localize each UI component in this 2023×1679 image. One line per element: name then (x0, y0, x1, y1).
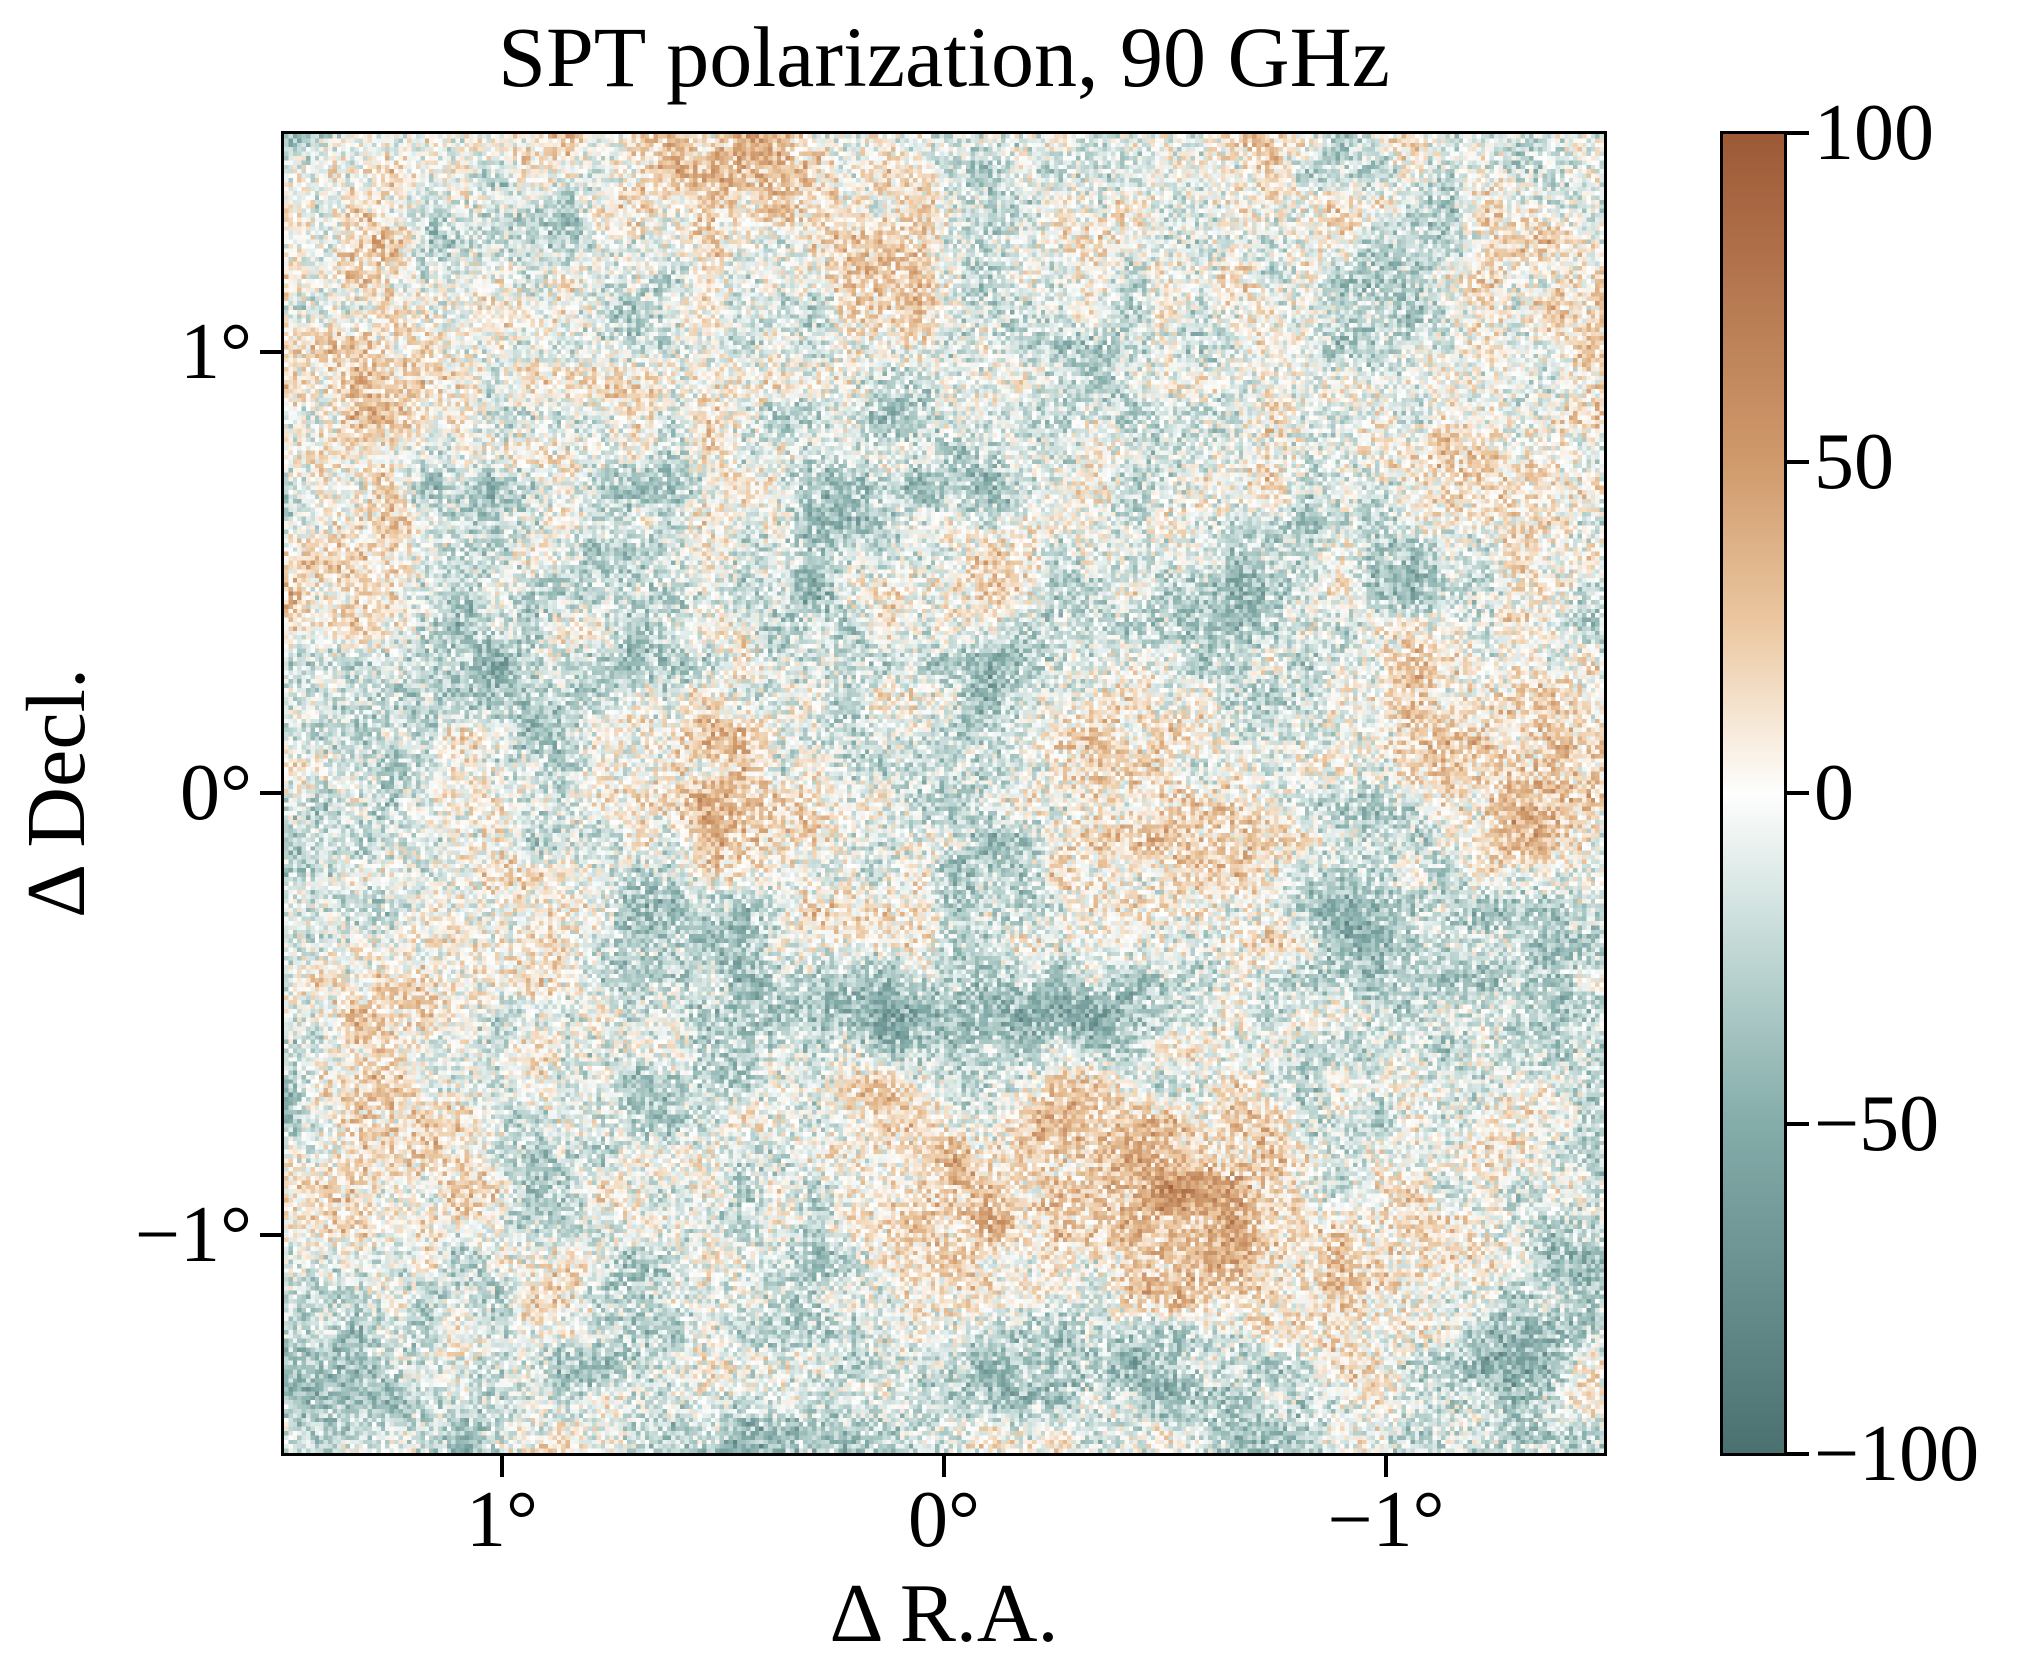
y-tick-label-0deg: 0° (180, 749, 252, 837)
x-tick-label-1deg: 1° (466, 1476, 538, 1564)
colorbar-tick-mark-neg50 (1787, 1122, 1809, 1126)
x-tick-mark-0deg (942, 1456, 946, 1477)
colorbar (1720, 131, 1787, 1456)
colorbar-tick-label-neg50: −50 (1814, 1080, 1940, 1168)
colorbar-tick-mark-100 (1787, 131, 1809, 135)
colorbar-tick-label-100: 100 (1814, 89, 1934, 177)
x-tick-label-neg1deg: −1° (1327, 1476, 1445, 1564)
y-tick-mark-0deg (260, 791, 281, 795)
heatmap-plot-area (281, 131, 1607, 1456)
colorbar-tick-mark-neg100 (1787, 1452, 1809, 1456)
y-tick-label-neg1deg: −1° (134, 1191, 252, 1279)
x-tick-mark-1deg (500, 1456, 504, 1477)
y-axis-label: Δ Decl. (10, 668, 103, 918)
y-tick-mark-neg1deg (260, 1233, 281, 1237)
y-tick-mark-1deg (260, 350, 281, 354)
x-axis-label: Δ R.A. (829, 1567, 1059, 1660)
y-tick-label-1deg: 1° (180, 308, 252, 396)
x-tick-mark-neg1deg (1384, 1456, 1388, 1477)
chart-title: SPT polarization, 90 GHz (498, 9, 1390, 105)
colorbar-tick-label-50: 50 (1814, 418, 1894, 506)
colorbar-tick-mark-0 (1787, 791, 1809, 795)
colorbar-tick-label-0: 0 (1814, 749, 1854, 837)
polarization-noise-map (284, 134, 1604, 1453)
colorbar-tick-mark-50 (1787, 460, 1809, 464)
x-tick-label-0deg: 0° (908, 1476, 980, 1564)
colorbar-tick-label-neg100: −100 (1814, 1410, 1980, 1498)
